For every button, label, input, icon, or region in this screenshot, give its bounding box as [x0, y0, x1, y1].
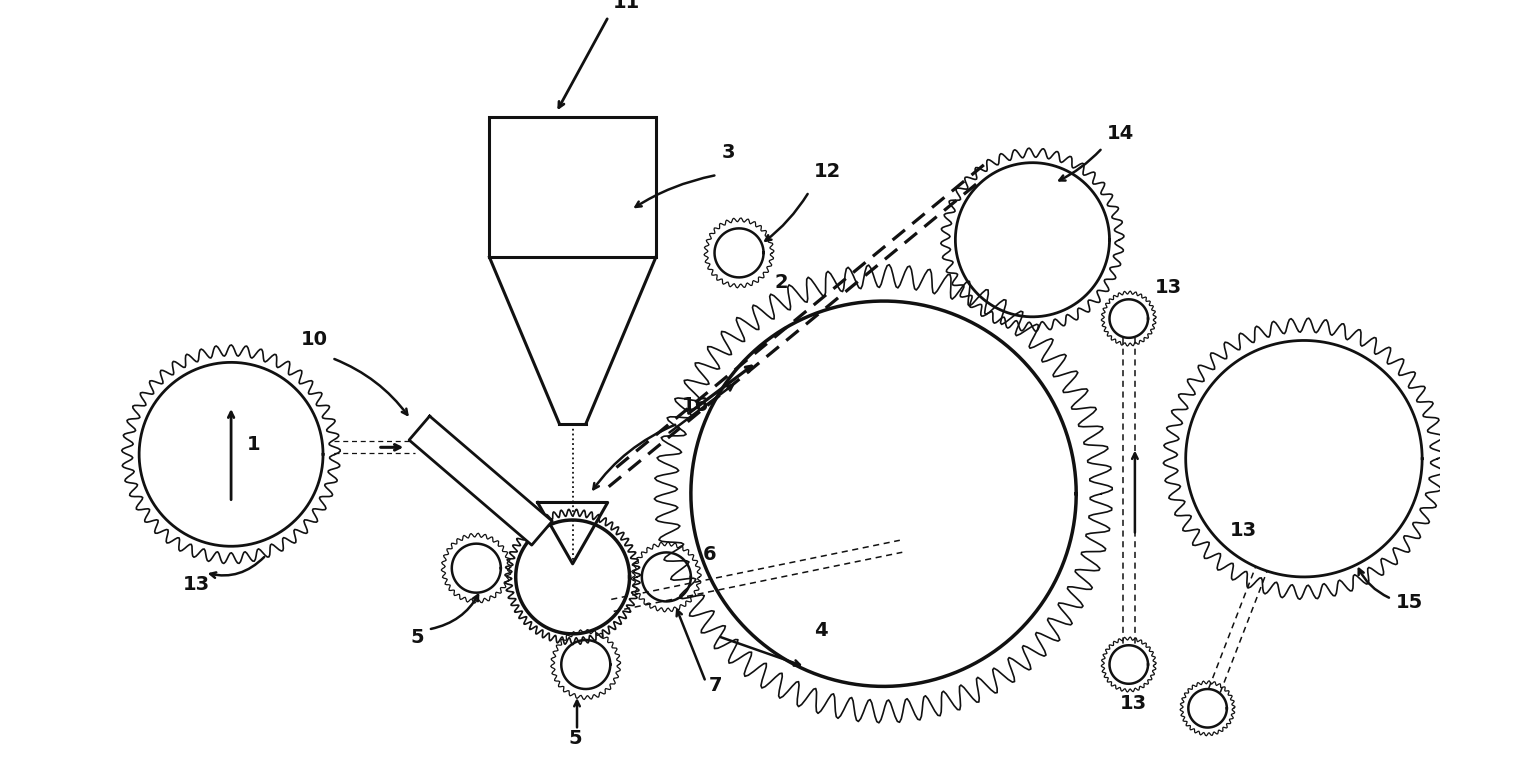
Text: 14: 14 — [1107, 124, 1134, 144]
Text: 13: 13 — [1230, 521, 1257, 540]
Text: 13: 13 — [183, 575, 210, 594]
Text: 4: 4 — [814, 621, 827, 641]
Text: 7: 7 — [708, 676, 721, 695]
Text: 12: 12 — [814, 162, 841, 181]
Text: 11: 11 — [612, 0, 640, 12]
Text: 3: 3 — [721, 143, 735, 162]
Text: 5: 5 — [411, 628, 424, 647]
Text: 10: 10 — [301, 330, 328, 349]
Text: 5: 5 — [568, 729, 582, 748]
Text: 1: 1 — [247, 435, 261, 455]
Bar — [490, 118, 655, 257]
Text: 15: 15 — [1395, 593, 1423, 612]
Polygon shape — [410, 416, 553, 545]
Text: 13: 13 — [1121, 694, 1147, 713]
Text: 16: 16 — [682, 396, 709, 415]
Text: 2: 2 — [774, 273, 787, 293]
Text: 13: 13 — [1154, 278, 1182, 296]
Text: 6: 6 — [703, 545, 717, 564]
